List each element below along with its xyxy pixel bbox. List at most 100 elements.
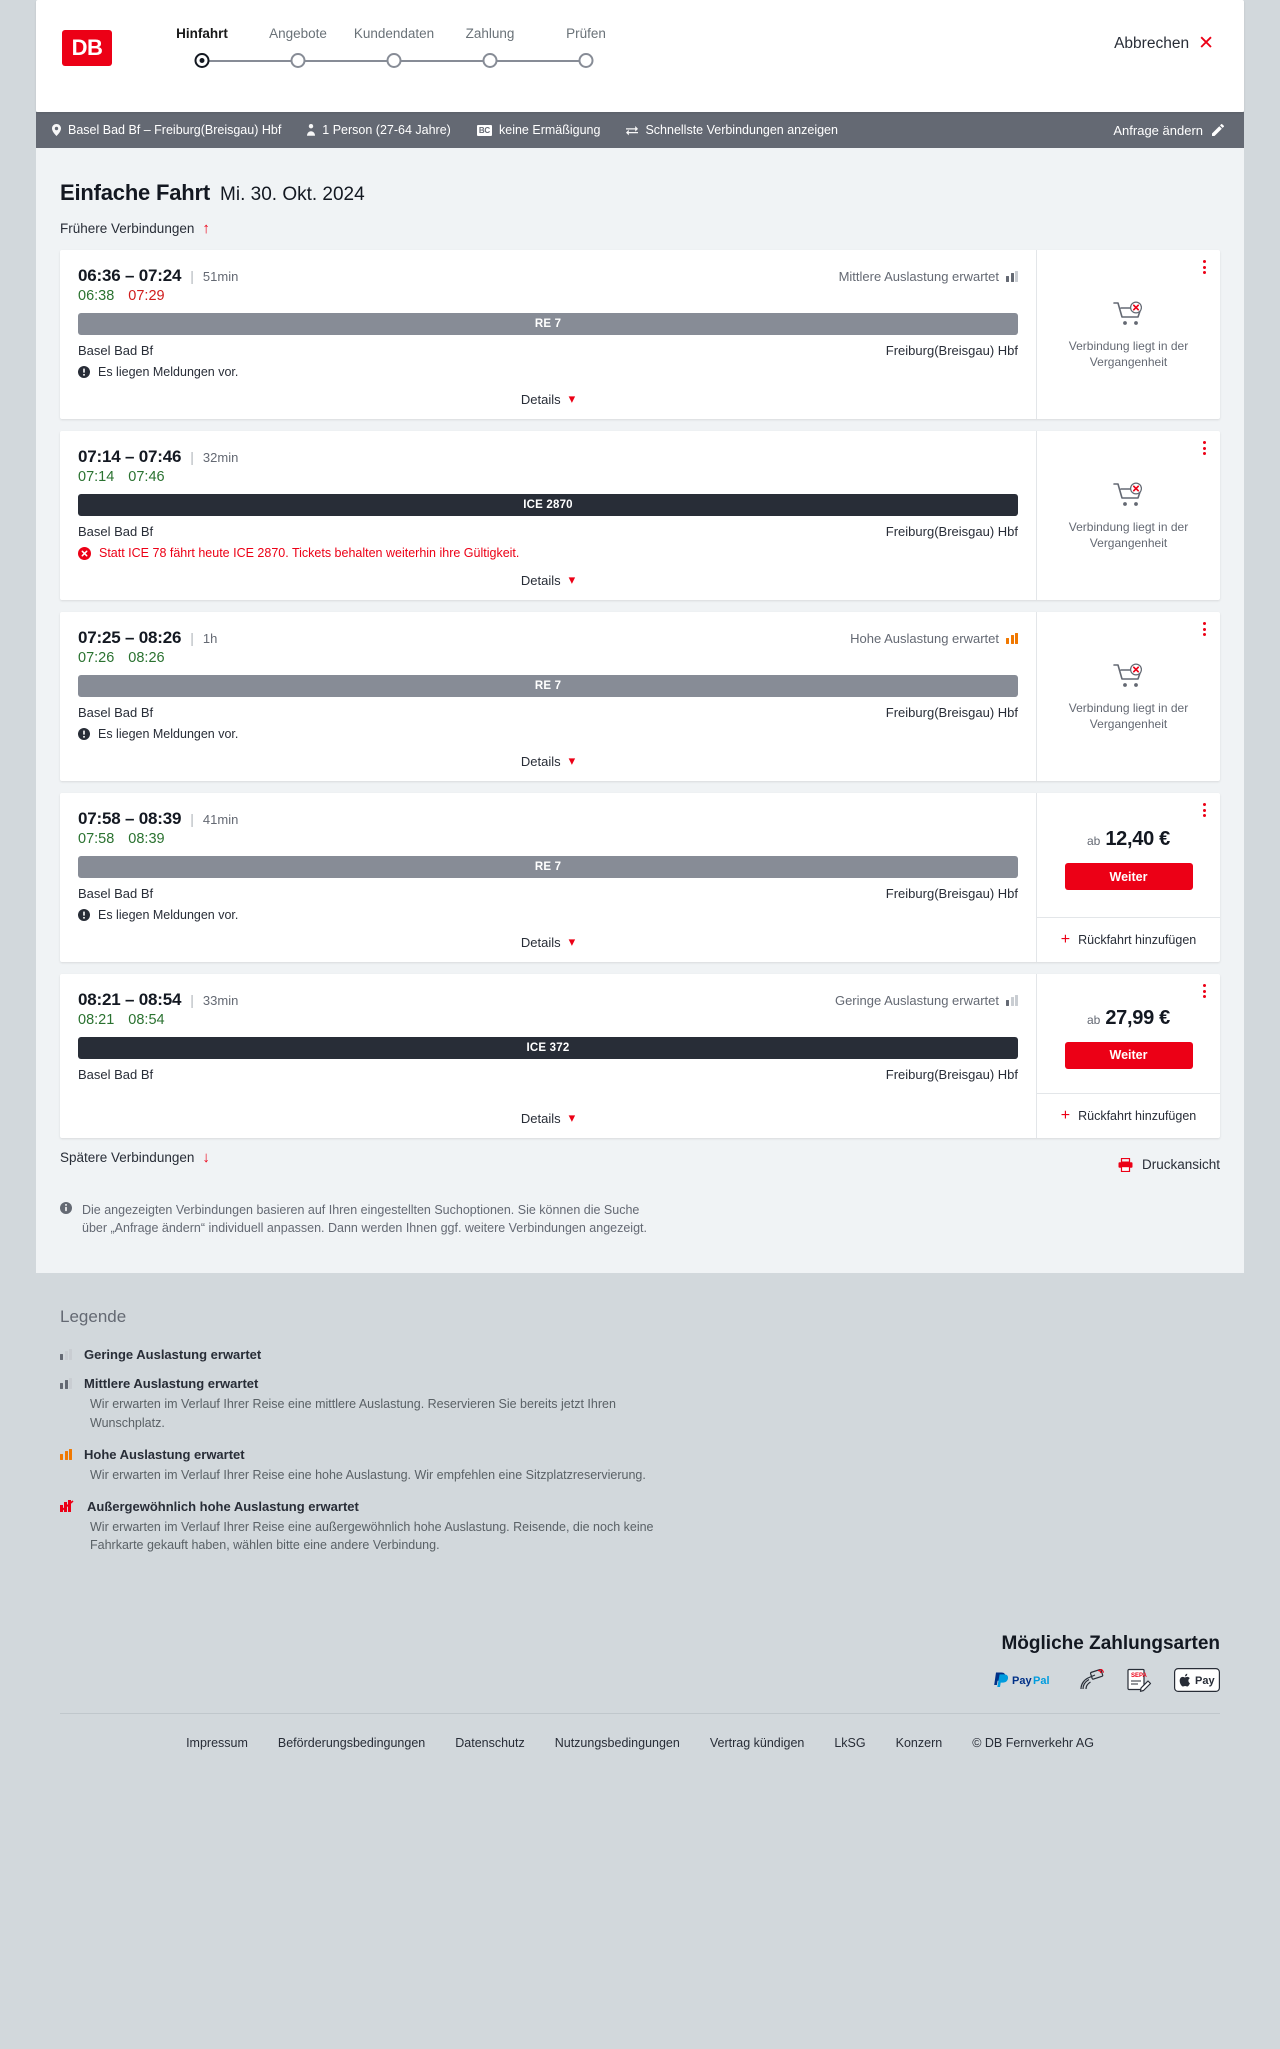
booking-stepper: Hinfahrt Angebote Kundendaten Zahlung Pr…	[154, 26, 1218, 72]
stepper-dot-pruefen[interactable]	[578, 53, 594, 68]
main-content: Einfache Fahrt Mi. 30. Okt. 2024 Frühere…	[36, 148, 1244, 1274]
time-separator: |	[190, 449, 194, 465]
later-connections-button[interactable]: Spätere Verbindungen ↓	[60, 1150, 210, 1165]
add-return-button[interactable]: + Rückfahrt hinzufügen	[1037, 918, 1220, 962]
more-options-button[interactable]	[1203, 984, 1206, 998]
connection-message[interactable]: Statt ICE 78 fährt heute ICE 2870. Ticke…	[78, 546, 1018, 560]
departure-station: Basel Bad Bf	[78, 343, 154, 358]
step-hinfahrt[interactable]: Hinfahrt	[176, 26, 228, 41]
occupancy-indicator: Hohe Auslastung erwartet	[850, 631, 1018, 646]
continue-button[interactable]: Weiter	[1064, 1041, 1193, 1069]
chevron-down-icon: ▾	[568, 391, 576, 406]
summary-passengers-label: 1 Person (27-64 Jahre)	[322, 123, 451, 137]
scheduled-time-range: 07:25 – 08:26	[78, 628, 182, 647]
trip-type-label: Einfache Fahrt	[60, 180, 211, 205]
connection-message[interactable]: Es liegen Meldungen vor.	[78, 365, 1018, 379]
print-view-button[interactable]: Druckansicht	[1118, 1157, 1220, 1172]
svg-text:Pay: Pay	[1195, 1675, 1215, 1687]
time-separator: |	[190, 268, 194, 284]
legend-item-head: Mittlere Auslastung erwartet	[60, 1376, 1220, 1391]
actual-arrival-time: 08:26	[128, 650, 165, 666]
occupancy-label: Hohe Auslastung erwartet	[850, 631, 999, 646]
cancel-button[interactable]: Abbrechen ✕	[1114, 34, 1214, 53]
sepa-icon: SEPA	[1126, 1668, 1152, 1692]
edit-search-button[interactable]: Anfrage ändern	[1113, 123, 1224, 138]
connection-message[interactable]: Es liegen Meldungen vor.	[78, 908, 1018, 922]
scheduled-time-range: 06:36 – 07:24	[78, 266, 182, 285]
legend-item-label: Mittlere Auslastung erwartet	[84, 1376, 259, 1392]
price-value: 27,99 €	[1105, 1006, 1170, 1029]
details-label: Details	[520, 934, 561, 950]
stepper-labels: Hinfahrt Angebote Kundendaten Zahlung Pr…	[154, 26, 1218, 41]
connection-message-text: Es liegen Meldungen vor.	[98, 365, 239, 379]
continue-button[interactable]: Weiter	[1064, 863, 1193, 890]
payment-methods-list: Pay Pal	[60, 1668, 1220, 1692]
legend-title: Legende	[60, 1307, 127, 1327]
search-summary-bar: Basel Bad Bf – Freiburg(Breisgau) Hbf 1 …	[36, 112, 1244, 148]
cart-disabled-icon	[1112, 663, 1145, 691]
earlier-connections-button[interactable]: Frühere Verbindungen ↑	[60, 221, 210, 236]
duration-label: 1h	[202, 631, 218, 646]
footer-link-impressum[interactable]: Impressum	[186, 1736, 248, 1750]
price-line: ab 27,99 €	[1087, 1007, 1170, 1030]
connection-card[interactable]: 08:21 – 08:54 | 33min Geringe Auslastung…	[60, 974, 1220, 1138]
footer-link-konzern[interactable]: Konzern	[895, 1736, 943, 1750]
summary-sorting[interactable]: Schnellste Verbindungen anzeigen	[626, 123, 838, 137]
legend-item-aussergewoehnlich: Außergewöhnlich hohe Auslastung erwartet…	[60, 1499, 1220, 1556]
stepper-dot-angebote[interactable]	[290, 53, 306, 68]
connection-card[interactable]: 07:14 – 07:46 | 32min 07:14 07:46 ICE 28…	[60, 431, 1220, 600]
occupancy-indicator: Geringe Auslastung erwartet	[835, 993, 1018, 1008]
footer-link-datenschutz[interactable]: Datenschutz	[455, 1736, 525, 1750]
legend-item-desc: Wir erwarten im Verlauf Ihrer Reise eine…	[90, 1397, 616, 1430]
details-toggle[interactable]: Details ▾	[78, 572, 1018, 590]
connection-card[interactable]: 06:36 – 07:24 | 51min Mittlere Auslastun…	[60, 250, 1220, 419]
details-label: Details	[520, 572, 561, 588]
occupancy-bars-icon	[1006, 995, 1018, 1006]
summary-route[interactable]: Basel Bad Bf – Freiburg(Breisgau) Hbf	[52, 123, 281, 137]
details-toggle[interactable]: Details ▾	[78, 934, 1018, 952]
more-options-button[interactable]	[1203, 260, 1206, 274]
chevron-down-icon: ▾	[568, 753, 576, 768]
summary-discount[interactable]: BC keine Ermäßigung	[476, 123, 600, 137]
footer-link-lksg[interactable]: LkSG	[834, 1736, 866, 1750]
footer-copyright: © DB Fernverkehr AG	[972, 1736, 1094, 1750]
chevron-down-icon: ▾	[568, 572, 576, 587]
footer-link-vertrag-kuendigen[interactable]: Vertrag kündigen	[709, 1736, 805, 1750]
details-label: Details	[520, 1110, 561, 1126]
price-value: 12,40 €	[1105, 828, 1170, 850]
step-pruefen[interactable]: Prüfen	[566, 26, 606, 41]
connection-card[interactable]: 07:58 – 08:39 | 41min 07:58 08:39 RE 7 B…	[60, 793, 1220, 962]
svg-text:Pal: Pal	[1033, 1675, 1050, 1687]
connection-card[interactable]: 07:25 – 08:26 | 1h Hohe Auslastung erwar…	[60, 612, 1220, 781]
departure-station: Basel Bad Bf	[78, 886, 154, 901]
summary-passengers[interactable]: 1 Person (27-64 Jahre)	[307, 123, 451, 137]
connection-times: 08:21 – 08:54 | 33min Geringe Auslastung…	[78, 990, 1018, 1010]
footer-link-befoerderungsbedingungen[interactable]: Beförderungsbedingungen	[277, 1736, 426, 1750]
connection-action-panel: ab 27,99 € Weiter + Rückfahrt hinzufügen	[1037, 974, 1220, 1138]
more-options-button[interactable]	[1203, 803, 1206, 817]
plus-icon: +	[1060, 1107, 1071, 1124]
past-connection-box: Verbindung liegt in der Vergangenheit	[1037, 250, 1220, 419]
stepper-dot-kundendaten[interactable]	[386, 53, 402, 68]
stepper-dot-zahlung[interactable]	[482, 53, 498, 68]
details-toggle[interactable]: Details ▾	[78, 391, 1018, 409]
more-options-button[interactable]	[1203, 622, 1206, 636]
connection-times: 07:58 – 08:39 | 41min	[78, 809, 1018, 829]
details-toggle[interactable]: Details ▾	[78, 1110, 1018, 1128]
summary-route-label: Basel Bad Bf – Freiburg(Breisgau) Hbf	[68, 123, 282, 137]
stepper-dot-hinfahrt[interactable]	[194, 53, 210, 68]
details-toggle[interactable]: Details ▾	[78, 753, 1018, 771]
arrival-station: Freiburg(Breisgau) Hbf	[885, 524, 1018, 539]
add-return-button[interactable]: + Rückfahrt hinzufügen	[1037, 1094, 1220, 1138]
db-logo[interactable]: DB	[62, 30, 112, 66]
actual-departure-time: 07:14	[78, 469, 115, 485]
footer-link-nutzungsbedingungen[interactable]: Nutzungsbedingungen	[554, 1736, 680, 1750]
step-zahlung[interactable]: Zahlung	[465, 26, 515, 41]
connection-details: 07:25 – 08:26 | 1h Hohe Auslastung erwar…	[60, 612, 1037, 781]
stations-row: Basel Bad Bf Freiburg(Breisgau) Hbf	[78, 343, 1018, 358]
step-kundendaten[interactable]: Kundendaten	[353, 26, 435, 41]
more-options-button[interactable]	[1203, 441, 1206, 455]
connection-message[interactable]: Es liegen Meldungen vor.	[78, 727, 1018, 741]
step-angebote[interactable]: Angebote	[269, 26, 327, 41]
legend-item-head: Außergewöhnlich hohe Auslastung erwartet	[60, 1499, 1220, 1514]
